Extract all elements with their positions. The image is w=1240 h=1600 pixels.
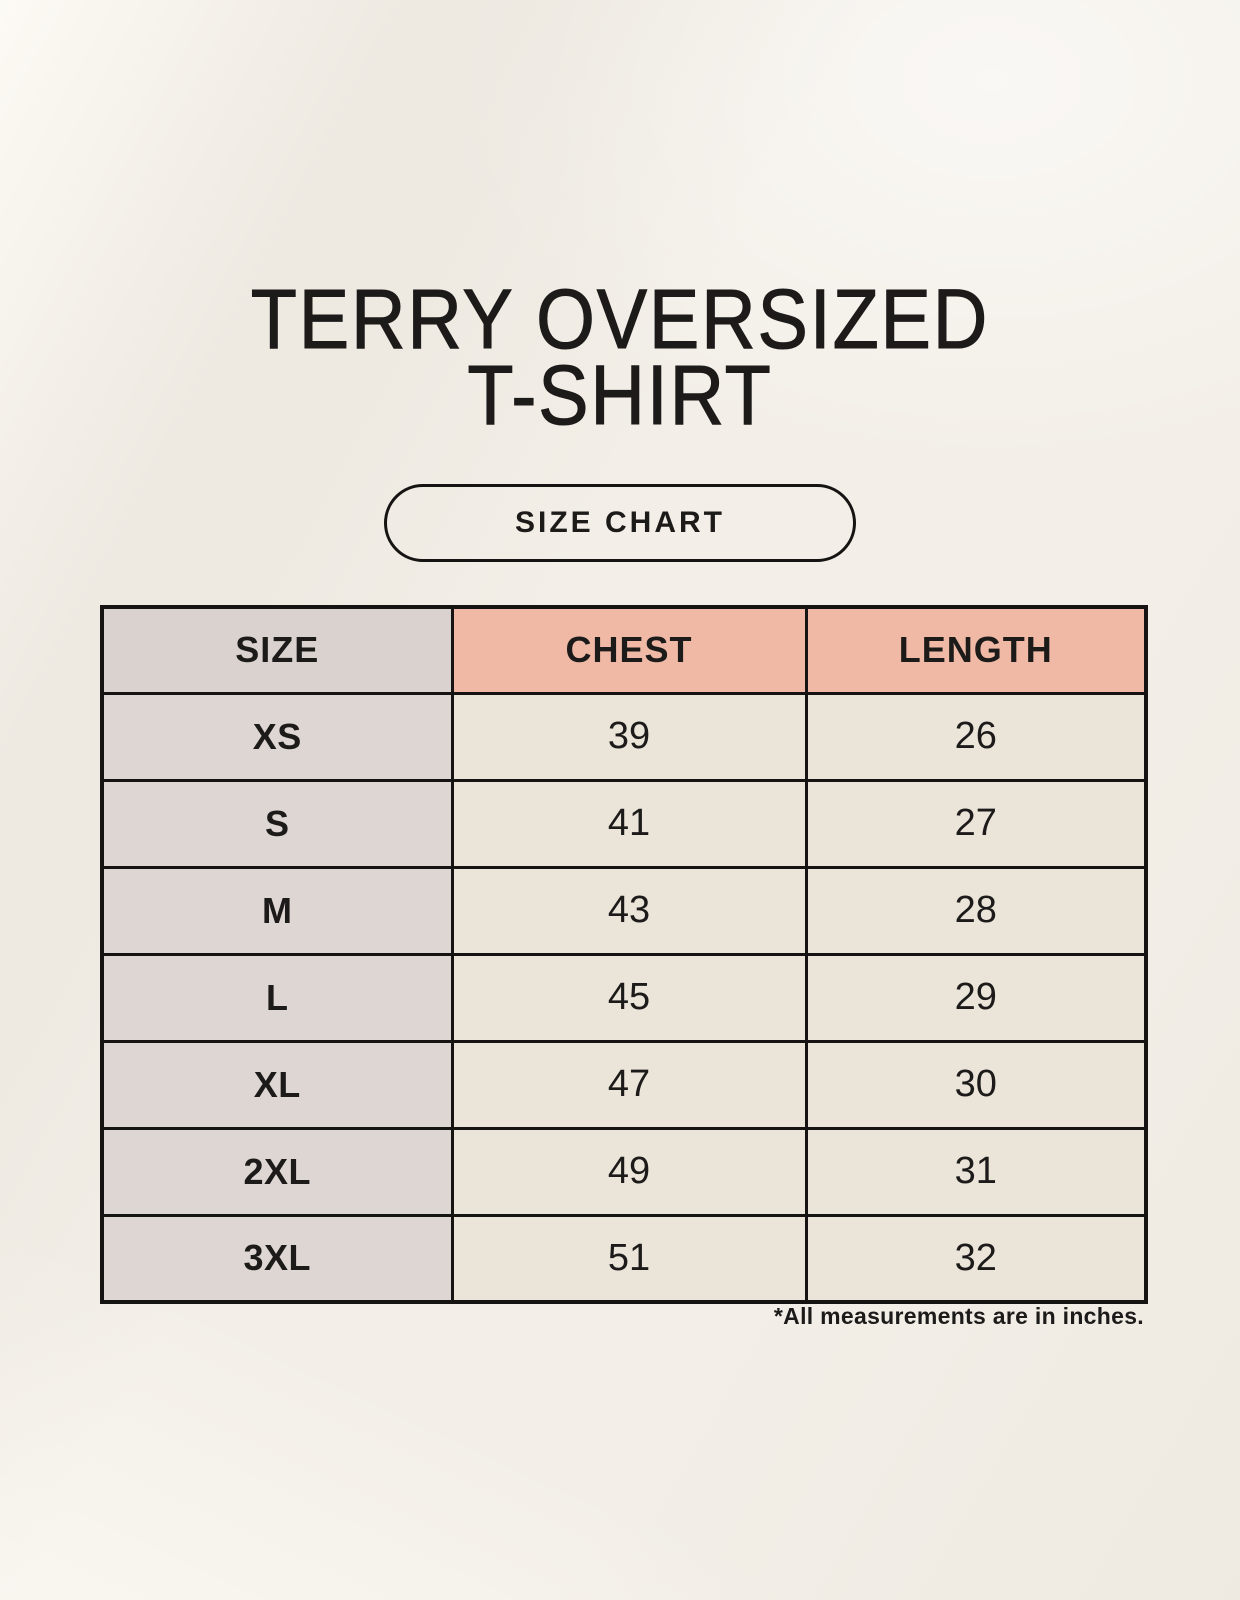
table-row: 3XL 51 32 xyxy=(100,1213,1148,1304)
length-cell: 26 xyxy=(804,691,1148,782)
chest-cell: 51 xyxy=(450,1213,808,1304)
title-line-1: TERRY OVERSIZED xyxy=(250,272,990,366)
length-cell: 28 xyxy=(804,865,1148,956)
header-row: SIZE CHEST LENGTH xyxy=(100,605,1148,695)
size-cell: XL xyxy=(100,1039,454,1130)
length-cell: 31 xyxy=(804,1126,1148,1217)
size-cell: M xyxy=(100,865,454,956)
size-chart-button-label: SIZE CHART xyxy=(515,506,725,539)
table-row: 2XL 49 31 xyxy=(100,1126,1148,1217)
size-table: SIZE CHEST LENGTH XS 39 26 S 41 27 M 43 … xyxy=(100,605,1148,1304)
table-row: XS 39 26 xyxy=(100,691,1148,782)
chest-cell: 49 xyxy=(450,1126,808,1217)
chest-cell: 45 xyxy=(450,952,808,1043)
length-cell: 27 xyxy=(804,778,1148,869)
table-row: M 43 28 xyxy=(100,865,1148,956)
table-row: XL 47 30 xyxy=(100,1039,1148,1130)
size-cell: XS xyxy=(100,691,454,782)
length-cell: 29 xyxy=(804,952,1148,1043)
table-row: S 41 27 xyxy=(100,778,1148,869)
title-line-2: T-SHIRT xyxy=(467,348,773,442)
size-cell: 3XL xyxy=(100,1213,454,1304)
chest-cell: 43 xyxy=(450,865,808,956)
size-cell: L xyxy=(100,952,454,1043)
length-cell: 32 xyxy=(804,1213,1148,1304)
page-title: TERRY OVERSIZED T-SHIRT xyxy=(62,272,1178,442)
column-header-length: LENGTH xyxy=(804,605,1148,695)
measurements-footnote: *All measurements are in inches. xyxy=(773,1303,1144,1329)
length-cell: 30 xyxy=(804,1039,1148,1130)
size-cell: S xyxy=(100,778,454,869)
chest-cell: 47 xyxy=(450,1039,808,1130)
size-chart-button[interactable]: SIZE CHART xyxy=(384,484,856,562)
chest-cell: 41 xyxy=(450,778,808,869)
column-header-size: SIZE xyxy=(100,605,454,695)
table-row: L 45 29 xyxy=(100,952,1148,1043)
column-header-chest: CHEST xyxy=(450,605,808,695)
chest-cell: 39 xyxy=(450,691,808,782)
size-cell: 2XL xyxy=(100,1126,454,1217)
